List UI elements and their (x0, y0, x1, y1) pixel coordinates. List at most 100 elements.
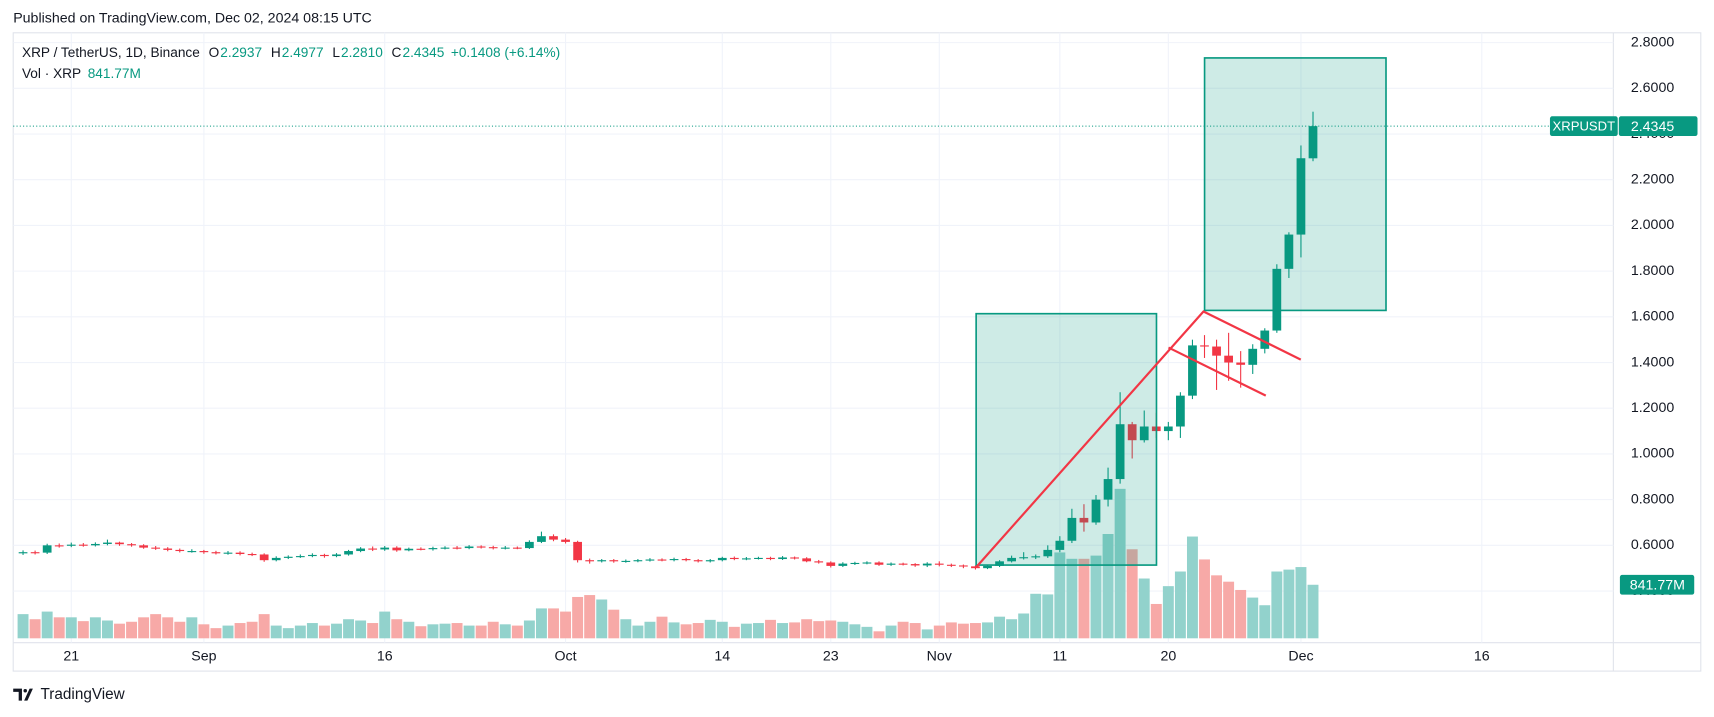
legend-key: L (332, 45, 340, 60)
volume-bar (439, 623, 451, 639)
candle-body (1067, 517, 1077, 541)
x-tick-label: 20 (1160, 649, 1176, 665)
candle-body (488, 547, 498, 549)
volume-bar (765, 619, 776, 639)
volume-bar (933, 625, 945, 639)
candle-body (1079, 517, 1089, 523)
candle-body (223, 552, 233, 554)
candle-body (476, 546, 486, 548)
candle-body (428, 548, 438, 550)
candle-body (1163, 426, 1173, 432)
candle-body (30, 552, 40, 554)
volume-bar (138, 617, 150, 639)
x-tick-label: 16 (1474, 649, 1490, 665)
volume-bar (813, 621, 825, 639)
volume-bar (77, 621, 89, 639)
ticker-badge (1549, 116, 1618, 136)
volume-bar (969, 623, 981, 639)
volume-bar (343, 619, 355, 639)
legend-key: C (392, 45, 402, 60)
volume-bar (801, 619, 813, 639)
x-tick-label: Sep (191, 649, 216, 665)
flag-line (1168, 346, 1267, 397)
candle-body (983, 565, 992, 569)
legend-value: 2.2937 (220, 45, 262, 60)
candle-body (1296, 158, 1306, 235)
volume-bar (668, 622, 680, 639)
volume-bar (608, 609, 620, 639)
volume-bar (1090, 555, 1102, 639)
candle-body (1308, 126, 1318, 159)
volume-bar (391, 619, 403, 639)
price-badge (1618, 116, 1698, 136)
candle-body (585, 560, 595, 562)
candle-body (78, 544, 88, 546)
candle-body (814, 561, 824, 563)
volume-bar (331, 623, 342, 639)
candle-body (1019, 557, 1029, 559)
y-tick-label: 0.6000 (1631, 537, 1675, 553)
volume-bar (258, 614, 270, 639)
volume-bar (53, 617, 65, 639)
candle-body (1212, 346, 1221, 356)
volume-bar (41, 611, 53, 639)
candle-body (416, 548, 426, 550)
x-tick-label: 21 (63, 649, 79, 665)
candle-body (1236, 362, 1246, 365)
candle-body (802, 558, 812, 562)
volume-bar (861, 626, 873, 639)
y-tick-label: 2.6000 (1631, 80, 1675, 96)
volume-bar (1247, 597, 1259, 639)
candle-body (1188, 345, 1197, 396)
volume-bar (270, 625, 282, 639)
candle-body (1127, 424, 1137, 441)
volume-bar (523, 620, 535, 639)
y-tick-label: 1.4000 (1631, 354, 1675, 370)
volume-bar (777, 623, 789, 639)
drawings (975, 57, 1387, 568)
legend-volume-value: 841.77M (88, 66, 141, 81)
volume-bar (548, 608, 559, 639)
candle-body (295, 556, 305, 558)
volume-bar (65, 617, 77, 639)
candle-body (886, 563, 896, 565)
volume-bar (1030, 593, 1042, 639)
axes: 0.40000.60000.80001.00001.20001.40001.60… (13, 34, 1698, 665)
volume-bar (584, 595, 596, 639)
candle-body (103, 542, 112, 544)
target-box (1203, 57, 1387, 312)
candle-body (1103, 479, 1113, 500)
candle-body (790, 557, 799, 559)
x-tick-label: 23 (823, 649, 839, 665)
candle-body (910, 564, 920, 566)
volume-bar (1162, 586, 1174, 639)
candle-body (332, 554, 341, 557)
volume-bar (1126, 549, 1138, 639)
candle-body (91, 543, 100, 546)
y-tick-label: 1.8000 (1631, 263, 1675, 279)
volume-bar (1042, 594, 1054, 639)
y-tick-label: 0.8000 (1631, 491, 1675, 507)
volume-bar (114, 623, 125, 639)
y-tick-label: 2.8000 (1631, 34, 1675, 50)
candle-body (259, 554, 269, 561)
candle-body (1055, 540, 1065, 550)
candle-body (211, 552, 221, 554)
candle-body (380, 547, 390, 550)
volume-bar (487, 621, 499, 639)
candle-body (66, 544, 76, 546)
volume-bar (1223, 581, 1235, 639)
candle-body (368, 548, 378, 550)
candle-body (826, 562, 836, 566)
candle-body (235, 552, 245, 555)
volume-bar (704, 619, 716, 639)
flag-pole (975, 310, 1302, 568)
volume-bar (1066, 558, 1078, 639)
volume-bar (692, 623, 704, 639)
volume-bar (1283, 569, 1295, 639)
volume-bar (1054, 552, 1066, 639)
volume-bar (632, 625, 644, 639)
candle-body (500, 547, 510, 549)
volume-badge-label: 841.77M (1630, 578, 1685, 594)
x-tick-label: 16 (377, 649, 393, 665)
